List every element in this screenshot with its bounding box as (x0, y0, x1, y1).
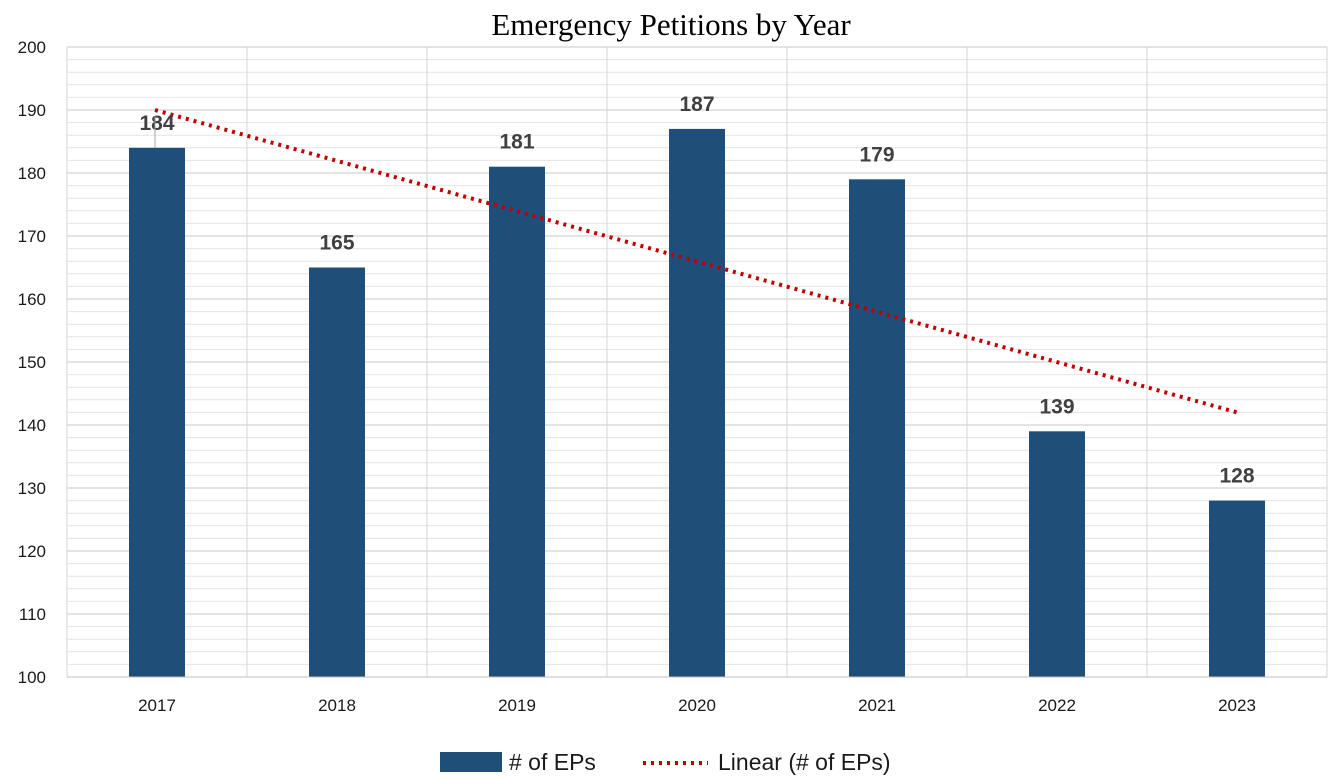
bars (129, 128, 1265, 678)
y-tick-label: 190 (18, 101, 46, 120)
data-label-2023: 128 (1219, 465, 1254, 488)
data-label-2022: 139 (1039, 395, 1074, 418)
bar-2023 (1209, 500, 1265, 677)
x-tick-label: 2023 (1218, 696, 1256, 715)
data-label-2017: 184 (139, 112, 174, 135)
linear-trendline (154, 108, 1238, 415)
data-labels: 184 165 181 187 179 139 128 (139, 93, 1254, 488)
data-label-2018: 165 (319, 232, 354, 255)
y-tick-label: 100 (18, 668, 46, 687)
y-tick-label: 160 (18, 290, 46, 309)
legend-label-trendline: Linear (# of EPs) (718, 749, 891, 775)
legend-swatch-bars (440, 752, 502, 772)
bar-2022 (1029, 431, 1085, 677)
y-tick-label: 120 (18, 542, 46, 561)
trendline (154, 108, 1238, 415)
y-tick-label: 130 (18, 479, 46, 498)
data-label-2020: 187 (679, 93, 714, 116)
y-tick-label: 110 (19, 605, 46, 624)
bar-2021 (849, 179, 905, 678)
x-tick-label: 2020 (678, 696, 716, 715)
legend: # of EPs Linear (# of EPs) (440, 749, 891, 775)
y-tick-label: 140 (18, 416, 46, 435)
x-tick-label: 2018 (318, 696, 356, 715)
y-tick-label: 170 (18, 227, 46, 246)
y-tick-label: 180 (18, 164, 46, 183)
y-axis: 100 110 120 130 140 150 160 170 180 190 200 (18, 38, 46, 687)
data-label-2021: 179 (859, 143, 894, 166)
bar-2017 (129, 147, 185, 678)
chart-title: Emergency Petitions by Year (491, 7, 851, 42)
x-tick-label: 2019 (498, 696, 536, 715)
bar-2020 (669, 128, 725, 677)
legend-label-bars: # of EPs (509, 749, 596, 775)
bar-2018 (309, 267, 365, 677)
y-tick-label: 150 (18, 353, 46, 372)
data-label-2019: 181 (499, 131, 534, 154)
y-tick-label: 200 (18, 38, 46, 57)
x-tick-label: 2022 (1038, 696, 1076, 715)
x-tick-label: 2021 (858, 696, 896, 715)
x-axis: 2017 2018 2019 2020 2021 2022 2023 (67, 676, 1327, 715)
bar-2019 (489, 166, 545, 677)
x-tick-label: 2017 (138, 696, 176, 715)
